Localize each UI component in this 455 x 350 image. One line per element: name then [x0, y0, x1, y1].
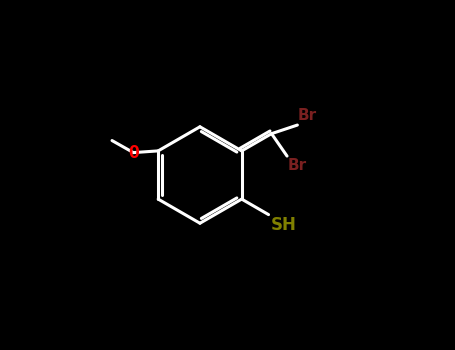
Text: O: O: [128, 144, 139, 162]
Text: SH: SH: [270, 216, 296, 235]
Text: Br: Br: [288, 158, 307, 173]
Text: Br: Br: [298, 108, 317, 123]
